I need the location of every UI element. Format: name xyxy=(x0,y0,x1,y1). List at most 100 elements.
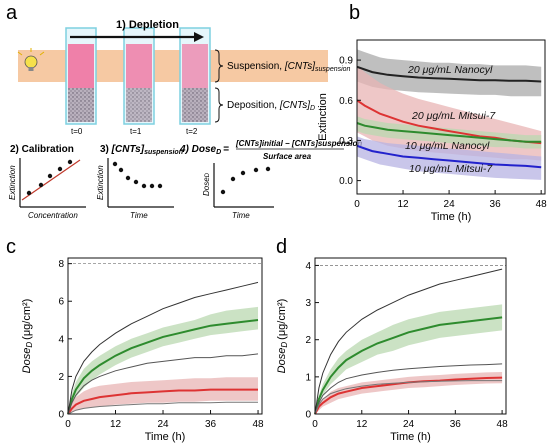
suspension-point xyxy=(125,175,131,181)
suspension-plot xyxy=(107,158,174,208)
calibration-point xyxy=(26,190,32,196)
calibration-title: 2) Calibration xyxy=(10,144,74,155)
y-tick-label: 3 xyxy=(305,298,311,309)
chart-b: 0 12 24 36 48 0.0 0.3 0.6 0.9 Time (h) Extinction 2… xyxy=(317,39,547,223)
x-tick-label: 24 xyxy=(403,419,415,430)
y-tick-label: 0 xyxy=(58,410,64,421)
series-line-0 xyxy=(356,65,542,83)
suspension-plot-ylabel: Extinction xyxy=(96,165,105,200)
y-axis-label: DoseD(μg/cm²) xyxy=(276,299,289,374)
x-tick-label: 36 xyxy=(450,419,462,430)
y-tick-label: 0.0 xyxy=(339,176,353,187)
series-line-2 xyxy=(314,268,503,415)
depletion-arrow-head xyxy=(194,32,204,42)
y-tick-label: 0.9 xyxy=(339,56,353,67)
suspension-label: Suspension, [CNTs]suspension xyxy=(227,61,351,73)
series-band-0 xyxy=(68,306,258,414)
x-tick-label: 36 xyxy=(490,199,502,210)
suspension-point xyxy=(157,183,163,189)
y-axis-label: Extinction xyxy=(317,93,329,141)
series-band-0 xyxy=(357,49,542,97)
x-tick-label: 0 xyxy=(65,419,71,430)
y-tick-label: 0 xyxy=(305,410,311,421)
series-label-1: 20 μg/mL Mitsui-7 xyxy=(411,110,496,122)
series-line-4 xyxy=(67,401,258,415)
series-line-1 xyxy=(67,388,258,415)
tube-t2 xyxy=(179,27,211,125)
y-tick-label: 4 xyxy=(58,334,64,345)
dose-title: 4) DoseD = xyxy=(179,144,229,156)
series-label-3: 10 μg/mL Mitsui-7 xyxy=(409,163,493,175)
y-tick-label: 8 xyxy=(58,259,64,270)
x-tick-label: 12 xyxy=(356,419,368,430)
series-line-1 xyxy=(314,376,503,415)
panel-letter-b: b xyxy=(349,2,360,24)
dose-point xyxy=(220,189,226,195)
x-tick-label: 24 xyxy=(157,419,169,430)
suspension-point xyxy=(149,183,155,189)
series-band-0 xyxy=(315,304,503,414)
series-line-4 xyxy=(314,380,503,415)
x-tick-label: 48 xyxy=(252,419,264,430)
series-band-2 xyxy=(357,116,542,149)
suspension-brace xyxy=(214,49,224,83)
dose-point xyxy=(253,167,259,173)
calibration-point xyxy=(67,159,73,165)
y-axis-label: DoseD(μg/cm²) xyxy=(21,299,34,374)
series-line-2 xyxy=(356,122,542,143)
tube-t1 xyxy=(123,27,155,125)
series-line-2 xyxy=(67,281,259,415)
suspension-point xyxy=(118,167,124,173)
x-tick-label: 12 xyxy=(110,419,122,430)
calibration-xlabel: Concentration xyxy=(28,211,78,220)
time-label-t2: t=2 xyxy=(186,127,198,136)
y-tick-label: 4 xyxy=(305,261,311,272)
panel-letter-c: c xyxy=(6,236,16,258)
plot-frame xyxy=(314,257,507,415)
dose-denominator: Surface area xyxy=(263,152,312,161)
y-tick-label: 2 xyxy=(305,335,311,346)
dose-numerator: [CNTs]initial − [CNTs]suspension xyxy=(235,139,362,148)
x-tick-label: 12 xyxy=(397,199,409,210)
dose-ylabel: DoseD xyxy=(202,172,211,196)
series-line-3 xyxy=(314,363,503,415)
time-label-t1: t=1 xyxy=(130,127,142,136)
series-band-3 xyxy=(357,136,542,180)
series-line-0 xyxy=(67,319,259,415)
depletion-label: 1) Depletion xyxy=(116,19,179,31)
x-axis-label: Time (h) xyxy=(390,431,431,443)
suspension-plot-xlabel: Time xyxy=(130,211,148,220)
suspension-point xyxy=(141,183,147,189)
dose-xlabel: Time xyxy=(232,211,250,220)
suspension-point xyxy=(133,179,139,185)
suspension-plot-title: 3) [CNTs]suspension xyxy=(100,144,183,156)
dose-point xyxy=(265,166,271,172)
panel-b: b 0 12 24 36 48 0.0 0.3 0.6 0.9 Time (h) Extinctio… xyxy=(317,2,547,223)
x-axis-label: Time (h) xyxy=(145,431,186,443)
series-line-3 xyxy=(356,144,542,169)
calibration-ylabel: Extinction xyxy=(8,165,17,200)
series-label-2: 10 μg/mL Nanocyl xyxy=(405,140,490,152)
plot-frame xyxy=(356,39,546,195)
x-tick-label: 24 xyxy=(444,199,456,210)
dose-point xyxy=(240,170,246,176)
calibration-point xyxy=(47,173,53,179)
panel-a: a 1) Depletion xyxy=(6,2,362,220)
dose-plot xyxy=(213,163,274,208)
calibration-point xyxy=(38,182,44,188)
panel-letter-a: a xyxy=(6,2,18,24)
y-tick-label: 2 xyxy=(58,372,64,383)
suspension-point xyxy=(112,161,118,167)
x-axis-label: Time (h) xyxy=(431,211,472,223)
series-band-1 xyxy=(315,372,503,414)
lightbulb-icon xyxy=(17,48,45,71)
y-tick-label: 1 xyxy=(305,372,311,383)
y-tick-label: 6 xyxy=(58,297,64,308)
calibration-plot xyxy=(19,158,86,208)
x-tick-label: 48 xyxy=(497,419,509,430)
series-line-3 xyxy=(67,353,259,415)
